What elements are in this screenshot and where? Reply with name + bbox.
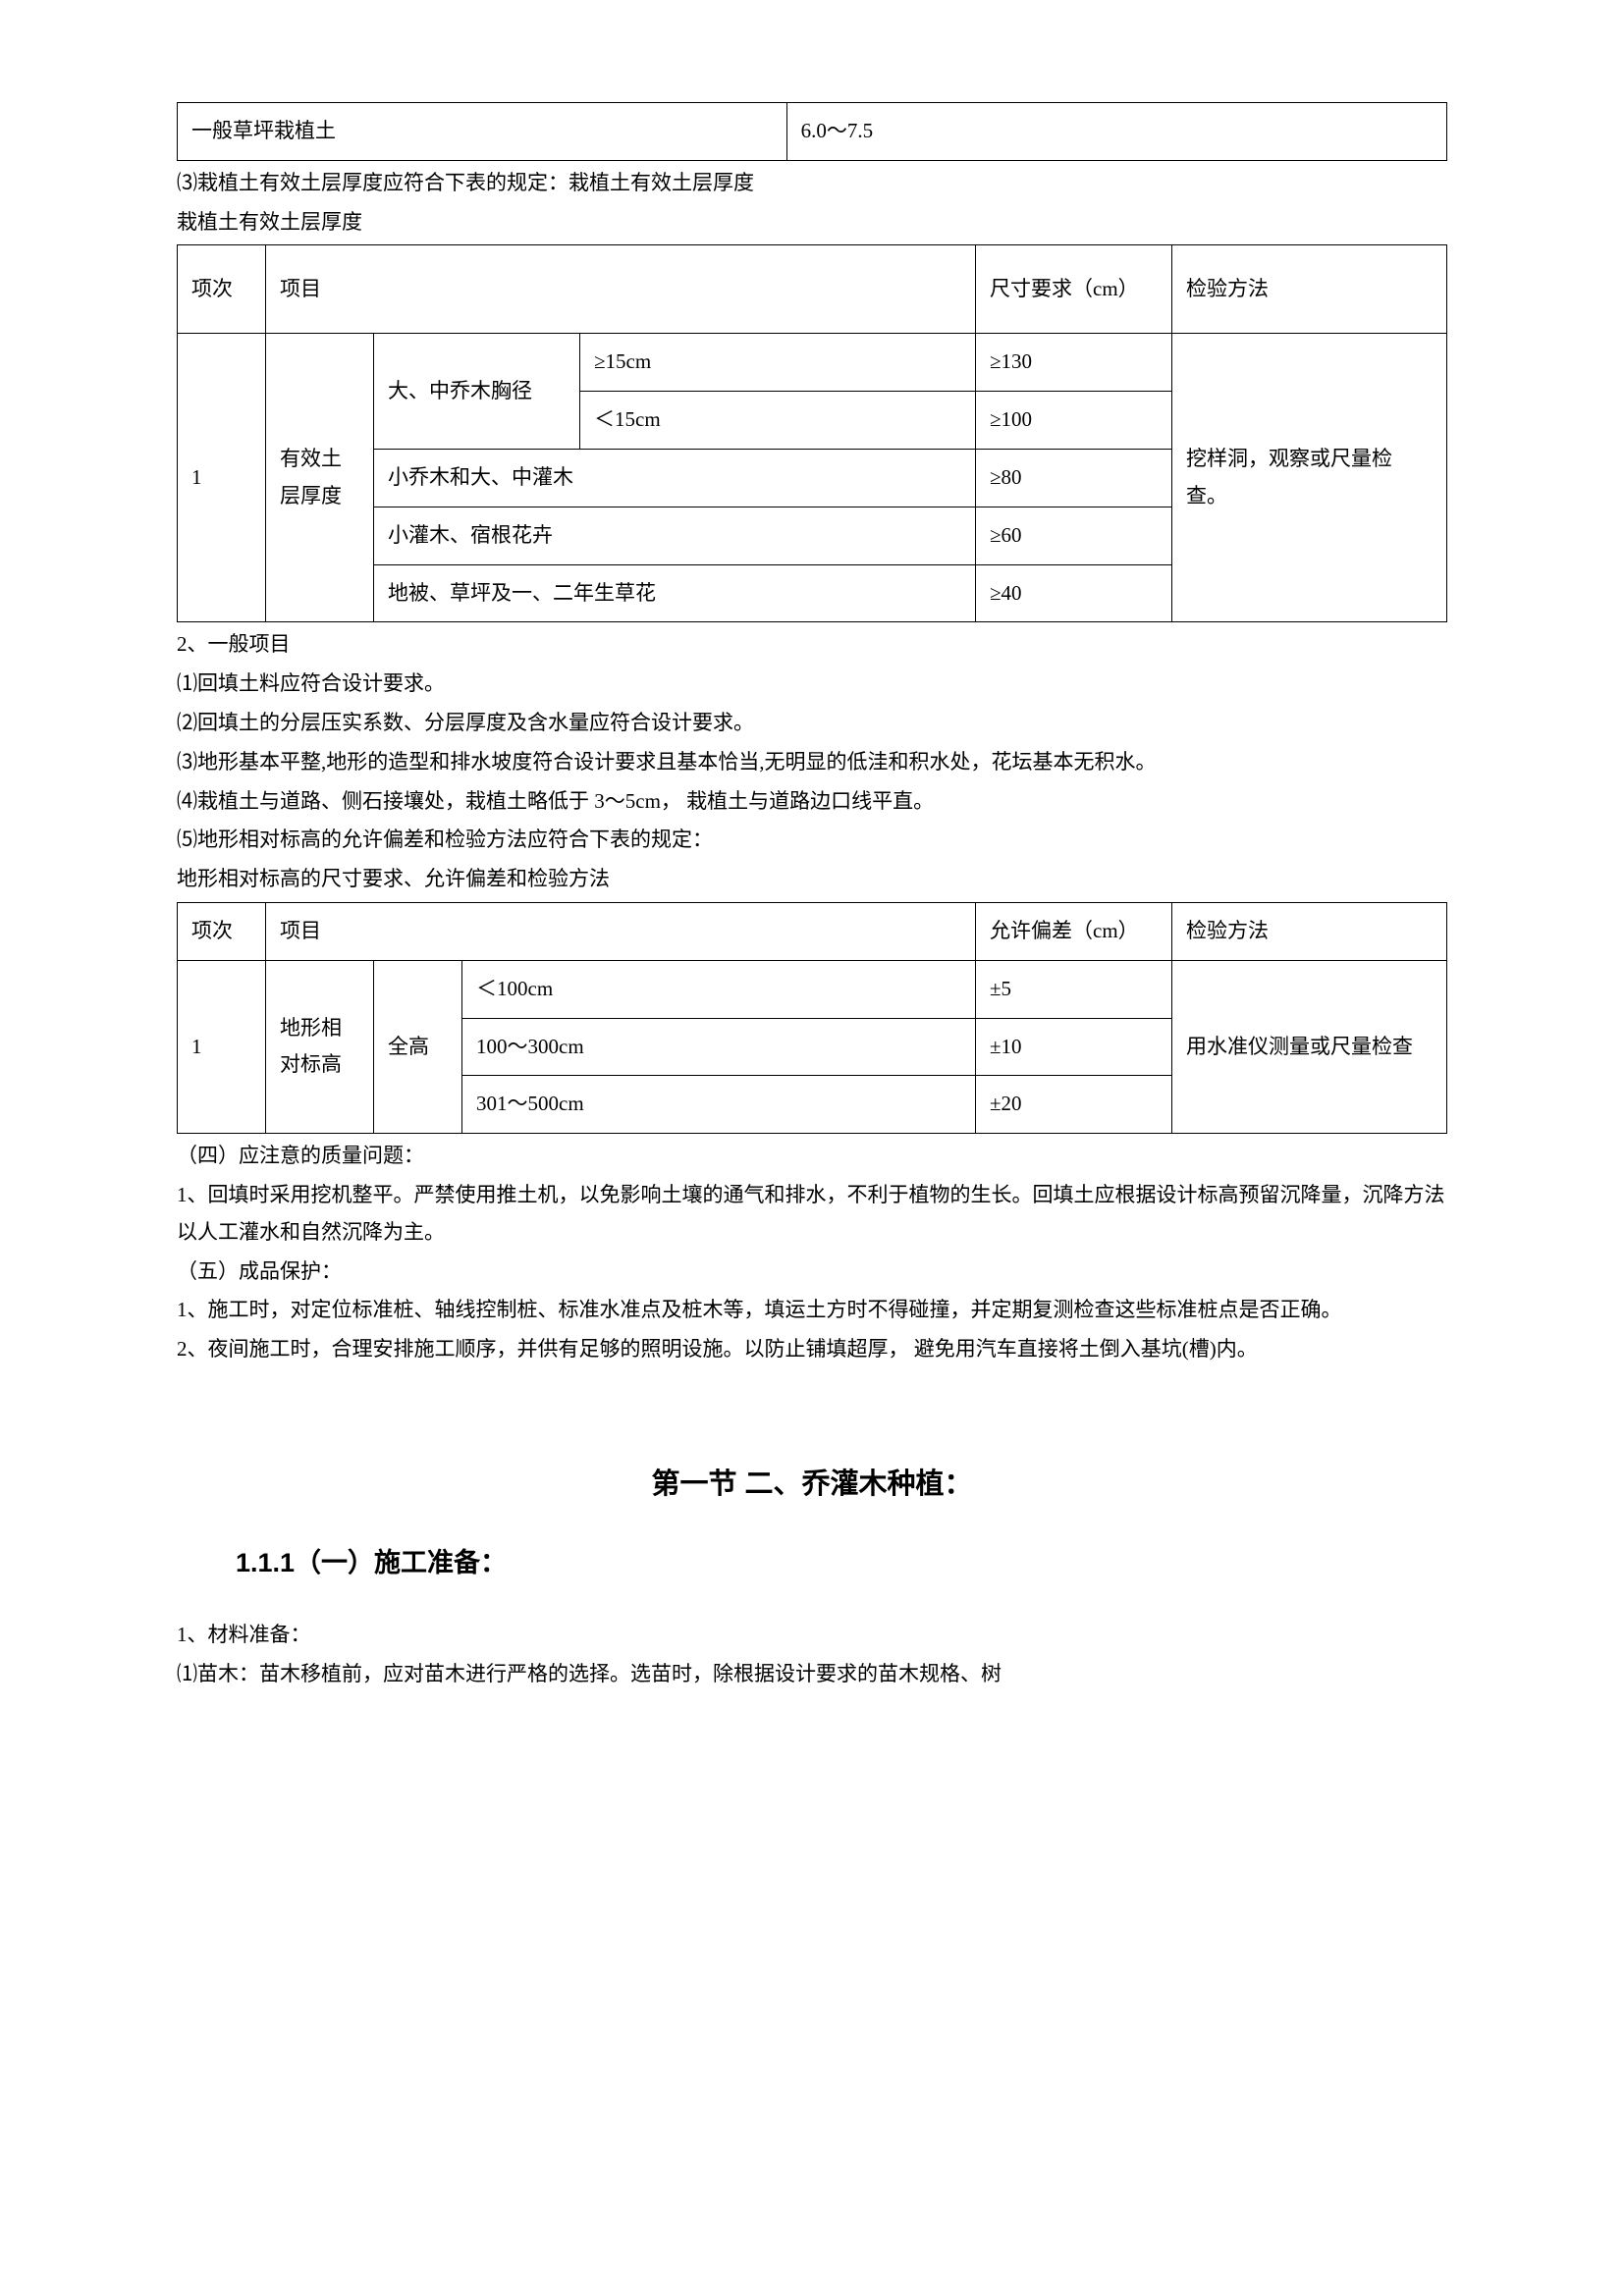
paragraph: 2、一般项目 xyxy=(177,626,1447,664)
table-row: 1 地形相对标高 全高 ＜100cm ±5 用水准仪测量或尺量检查 xyxy=(178,960,1447,1018)
paragraph: 地形相对标高的尺寸要求、允许偏差和检验方法 xyxy=(177,861,1447,898)
cell: 小灌木、宿根花卉 xyxy=(374,507,976,564)
cell: 挖样洞，观察或尺量检查。 xyxy=(1172,334,1447,622)
cell: 100～300cm xyxy=(462,1018,976,1076)
cell: 1 xyxy=(178,960,266,1133)
cell: 6.0～7.5 xyxy=(786,103,1446,161)
cell: ≥80 xyxy=(976,449,1172,507)
paragraph: 1、回填时采用挖机整平。严禁使用推土机，以免影响土壤的通气和排水，不利于植物的生… xyxy=(177,1177,1447,1252)
paragraph: （五）成品保护： xyxy=(177,1254,1447,1291)
header-cell: 项目 xyxy=(266,245,976,334)
section-heading: 第一节 二、乔灌木种植： xyxy=(177,1459,1447,1510)
paragraph: 1、材料准备： xyxy=(177,1617,1447,1654)
paragraph: ⑶栽植土有效土层厚度应符合下表的规定：栽植土有效土层厚度 xyxy=(177,165,1447,202)
cell: 1 xyxy=(178,334,266,622)
header-cell: 允许偏差（cm） xyxy=(976,902,1172,960)
cell: ≥15cm xyxy=(580,334,976,392)
header-cell: 尺寸要求（cm） xyxy=(976,245,1172,334)
header-cell: 项次 xyxy=(178,245,266,334)
cell: 一般草坪栽植土 xyxy=(178,103,787,161)
paragraph: ⑴苗木：苗木移植前，应对苗木进行严格的选择。选苗时，除根据设计要求的苗木规格、树 xyxy=(177,1656,1447,1693)
paragraph: 栽植土有效土层厚度 xyxy=(177,204,1447,241)
cell: ≥60 xyxy=(976,507,1172,564)
cell: ≥130 xyxy=(976,334,1172,392)
paragraph: ⑶地形基本平整,地形的造型和排水坡度符合设计要求且基本恰当,无明显的低洼和积水处… xyxy=(177,744,1447,781)
cell: ≥40 xyxy=(976,564,1172,622)
paragraph: 2、夜间施工时，合理安排施工顺序，并供有足够的照明设施。以防止铺填超厚， 避免用… xyxy=(177,1331,1447,1368)
cell: ≥100 xyxy=(976,392,1172,450)
table-row: 一般草坪栽植土 6.0～7.5 xyxy=(178,103,1447,161)
cell: 地被、草坪及一、二年生草花 xyxy=(374,564,976,622)
paragraph: ⑸地形相对标高的允许偏差和检验方法应符合下表的规定： xyxy=(177,822,1447,859)
cell: ＜100cm xyxy=(462,960,976,1018)
cell: ±5 xyxy=(976,960,1172,1018)
cell: ＜15cm xyxy=(580,392,976,450)
paragraph: ⑷栽植土与道路、侧石接壤处，栽植土略低于 3～5cm， 栽植土与道路边口线平直。 xyxy=(177,783,1447,821)
table-lawn-soil: 一般草坪栽植土 6.0～7.5 xyxy=(177,102,1447,161)
header-cell: 检验方法 xyxy=(1172,902,1447,960)
cell: 地形相对标高 xyxy=(266,960,374,1133)
header-cell: 检验方法 xyxy=(1172,245,1447,334)
cell: ±10 xyxy=(976,1018,1172,1076)
cell: 全高 xyxy=(374,960,462,1133)
paragraph: （四）应注意的质量问题： xyxy=(177,1138,1447,1175)
table-header-row: 项次 项目 尺寸要求（cm） 检验方法 xyxy=(178,245,1447,334)
paragraph: ⑵回填土的分层压实系数、分层厚度及含水量应符合设计要求。 xyxy=(177,705,1447,742)
paragraph: 1、施工时，对定位标准桩、轴线控制桩、标准水准点及桩木等，填运土方时不得碰撞，并… xyxy=(177,1292,1447,1329)
table-row: 1 有效土层厚度 大、中乔木胸径 ≥15cm ≥130 挖样洞，观察或尺量检查。 xyxy=(178,334,1447,392)
table-terrain-elevation: 项次 项目 允许偏差（cm） 检验方法 1 地形相对标高 全高 ＜100cm ±… xyxy=(177,902,1447,1134)
cell: ±20 xyxy=(976,1076,1172,1134)
paragraph: ⑴回填土料应符合设计要求。 xyxy=(177,666,1447,703)
sub-heading: 1.1.1（一）施工准备： xyxy=(236,1539,1447,1587)
cell: 有效土层厚度 xyxy=(266,334,374,622)
cell: 用水准仪测量或尺量检查 xyxy=(1172,960,1447,1133)
header-cell: 项次 xyxy=(178,902,266,960)
cell: 301～500cm xyxy=(462,1076,976,1134)
header-cell: 项目 xyxy=(266,902,976,960)
table-header-row: 项次 项目 允许偏差（cm） 检验方法 xyxy=(178,902,1447,960)
cell: 小乔木和大、中灌木 xyxy=(374,449,976,507)
cell: 大、中乔木胸径 xyxy=(374,334,580,450)
table-soil-thickness: 项次 项目 尺寸要求（cm） 检验方法 1 有效土层厚度 大、中乔木胸径 ≥15… xyxy=(177,244,1447,622)
